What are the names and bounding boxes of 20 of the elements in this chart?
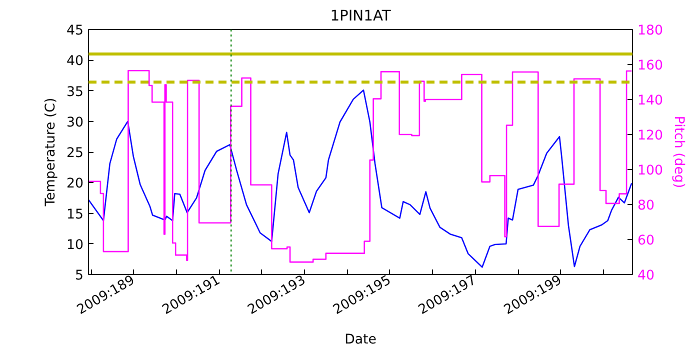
y-axis-title: Temperature (C) [44,98,59,208]
y2-tick-label: 140 [638,94,663,108]
y2-tick-label: 40 [638,268,654,284]
y2-tick-label: 160 [638,58,663,74]
y2-axis-title: Pitch (deg) [670,116,686,188]
y2-tick-label: 100 [638,164,663,178]
y2-tick-label: 180 [638,24,663,38]
y-tick-label: 45 [66,24,84,38]
y-tick-label: 25 [66,146,84,161]
chart-title: 1PIN1AT [330,8,391,24]
y-tick-label: 30 [66,115,84,130]
y2-tick-label: 120 [638,128,663,144]
y-tick-label: 15 [66,207,84,222]
y-tick-label: 40 [66,54,84,70]
y-tick-label: 10 [66,238,84,253]
y2-tick-label: 60 [638,234,654,248]
y2-tick-label: 80 [638,198,654,214]
y-tick-label: 20 [66,176,84,192]
x-axis-title: Date [344,332,376,348]
y-tick-label: 35 [66,84,84,100]
